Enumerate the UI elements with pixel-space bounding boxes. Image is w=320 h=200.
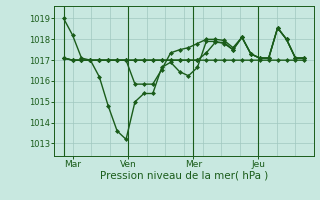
X-axis label: Pression niveau de la mer( hPa ): Pression niveau de la mer( hPa ) [100, 171, 268, 181]
